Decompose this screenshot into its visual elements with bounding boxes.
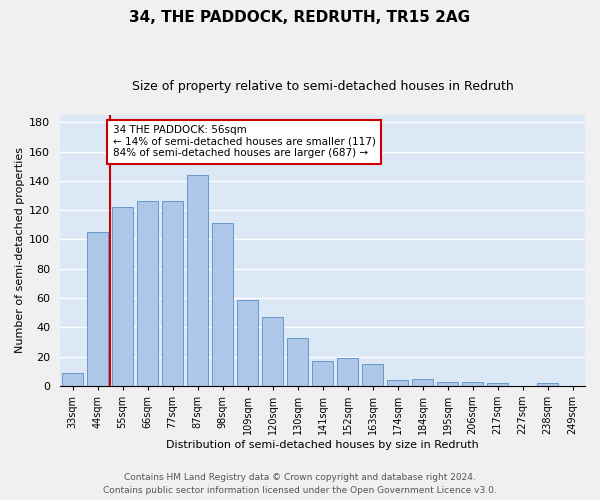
- Text: 34, THE PADDOCK, REDRUTH, TR15 2AG: 34, THE PADDOCK, REDRUTH, TR15 2AG: [130, 10, 470, 25]
- Bar: [212, 224, 233, 386]
- Text: 34 THE PADDOCK: 56sqm
← 14% of semi-detached houses are smaller (117)
84% of sem: 34 THE PADDOCK: 56sqm ← 14% of semi-deta…: [113, 126, 376, 158]
- Bar: [412, 378, 433, 386]
- Bar: [312, 361, 333, 386]
- Bar: [362, 364, 383, 386]
- Bar: [237, 300, 258, 386]
- X-axis label: Distribution of semi-detached houses by size in Redruth: Distribution of semi-detached houses by …: [166, 440, 479, 450]
- Y-axis label: Number of semi-detached properties: Number of semi-detached properties: [15, 148, 25, 354]
- Bar: [487, 383, 508, 386]
- Bar: [437, 382, 458, 386]
- Bar: [262, 317, 283, 386]
- Bar: [112, 208, 133, 386]
- Bar: [337, 358, 358, 386]
- Bar: [162, 202, 183, 386]
- Bar: [187, 175, 208, 386]
- Bar: [287, 338, 308, 386]
- Bar: [537, 383, 558, 386]
- Bar: [87, 232, 108, 386]
- Bar: [62, 372, 83, 386]
- Bar: [462, 382, 483, 386]
- Title: Size of property relative to semi-detached houses in Redruth: Size of property relative to semi-detach…: [131, 80, 514, 93]
- Text: Contains HM Land Registry data © Crown copyright and database right 2024.
Contai: Contains HM Land Registry data © Crown c…: [103, 474, 497, 495]
- Bar: [387, 380, 408, 386]
- Bar: [137, 202, 158, 386]
